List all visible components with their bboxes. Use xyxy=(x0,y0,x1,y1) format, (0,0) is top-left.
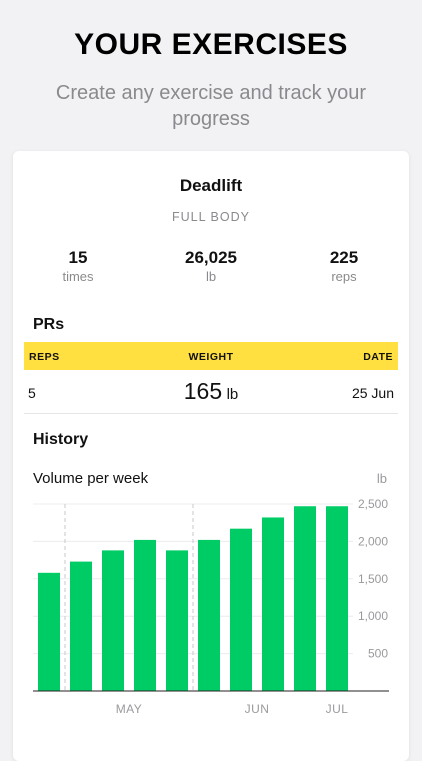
bar xyxy=(294,506,316,691)
stat-value: 225 xyxy=(329,248,359,267)
y-tick-label: 1,000 xyxy=(358,609,388,623)
stat-reps: 225 reps xyxy=(289,248,399,284)
bar xyxy=(102,550,124,691)
divider xyxy=(24,413,398,414)
bar xyxy=(230,528,252,691)
exercise-card[interactable]: Deadlift FULL BODY 15 times 26,025 lb 22… xyxy=(13,151,409,761)
pr-weight-unit: lb xyxy=(226,386,239,403)
y-tick-label: 1,500 xyxy=(358,572,388,586)
subheadline: Create any exercise and track your progr… xyxy=(55,82,367,130)
stat-times: 15 times xyxy=(23,248,133,284)
y-tick-label: 500 xyxy=(368,647,388,661)
bar xyxy=(166,550,188,691)
pr-reps: 5 xyxy=(28,385,36,401)
stat-unit: lb xyxy=(205,269,217,284)
stat-weight: 26,025 lb xyxy=(156,248,266,284)
pr-header-date: DATE xyxy=(363,351,393,363)
bar xyxy=(70,561,92,691)
pr-weight-value: 165 xyxy=(183,378,223,404)
history-title: History xyxy=(33,431,89,448)
pr-header-reps: REPS xyxy=(29,351,60,363)
chart-unit: lb xyxy=(376,471,387,486)
stat-value: 15 xyxy=(68,248,88,267)
bar xyxy=(134,539,156,691)
x-tick-label: JUL xyxy=(326,702,349,716)
x-tick-label: MAY xyxy=(116,702,143,716)
bar xyxy=(38,572,60,691)
volume-bar-chart[interactable]: 500 1,000 1,500 2,000 2,500 MAY JUN JUL xyxy=(13,491,409,721)
exercise-category: FULL BODY xyxy=(171,210,250,224)
stat-unit: times xyxy=(62,269,94,284)
pr-weight: 165 lb xyxy=(24,378,398,405)
pr-header-weight: WEIGHT xyxy=(188,351,234,363)
bar xyxy=(262,517,284,691)
pr-table-header: REPS WEIGHT DATE xyxy=(24,342,398,370)
chart-title: Volume per week xyxy=(33,470,149,487)
stat-unit: reps xyxy=(331,269,357,284)
x-tick-label: JUN xyxy=(245,702,270,716)
y-tick-label: 2,500 xyxy=(358,497,388,511)
y-tick-label: 2,000 xyxy=(358,534,388,548)
prs-title: PRs xyxy=(33,316,65,333)
stat-value: 26,025 xyxy=(185,248,237,267)
bar xyxy=(326,506,348,691)
pr-row[interactable]: 5 165 lb 25 Jun xyxy=(24,373,398,413)
bar xyxy=(198,539,220,691)
pr-date: 25 Jun xyxy=(351,385,394,401)
exercise-name: Deadlift xyxy=(179,176,243,195)
headline: YOUR EXERCISES xyxy=(74,28,348,61)
